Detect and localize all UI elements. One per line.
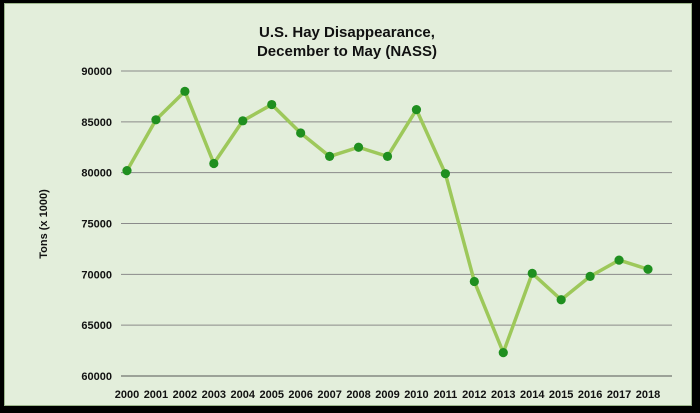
x-tick-label: 2015 [549, 389, 573, 401]
y-tick-label: 85000 [81, 117, 112, 129]
data-point [411, 105, 422, 115]
y-tick-label: 60000 [81, 371, 112, 383]
x-tick-label: 2011 [433, 389, 457, 401]
x-tick-label: 2007 [317, 389, 341, 401]
y-tick-label: 90000 [81, 66, 112, 78]
data-point [122, 166, 132, 176]
x-tick-label: 2006 [288, 389, 312, 401]
x-tick-label: 2009 [375, 389, 399, 401]
y-tick-label: 75000 [81, 219, 112, 231]
x-tick-label: 2000 [115, 389, 139, 401]
data-point [556, 295, 566, 305]
x-tick-label: 2002 [173, 389, 197, 401]
data-point [296, 128, 306, 138]
data-point [614, 255, 624, 265]
chart-panel [4, 3, 692, 406]
data-point [238, 116, 248, 126]
data-point [325, 151, 335, 161]
series-group [122, 86, 653, 358]
x-tick-label: 2003 [202, 389, 226, 401]
data-point [440, 169, 450, 179]
y-tick-label: 65000 [81, 320, 112, 332]
data-point [527, 268, 537, 278]
x-tick-label: 2013 [491, 389, 515, 401]
data-point [180, 86, 190, 96]
x-tick-label: 2017 [607, 389, 631, 401]
data-point [267, 99, 277, 110]
data-point [469, 276, 479, 287]
data-point [151, 115, 161, 125]
chart-title-line-1: U.S. Hay Disappearance, [259, 24, 435, 41]
y-axis-label: Tons (x 1000) [38, 189, 50, 259]
y-tick-labels: 90000 85000 80000 75000 70000 65000 60000 [81, 66, 112, 383]
x-tick-label: 2012 [462, 389, 486, 401]
data-point [643, 264, 653, 274]
x-tick-label: 2016 [578, 389, 602, 401]
data-point [498, 348, 508, 358]
chart-title-line-2: December to May (NASS) [257, 43, 437, 60]
x-tick-label: 2018 [636, 389, 660, 401]
x-tick-label: 2001 [144, 389, 168, 401]
series-line [125, 89, 649, 355]
x-tick-label: 2010 [404, 389, 428, 401]
x-tick-label: 2005 [259, 389, 283, 401]
x-tick-label: 2004 [231, 389, 256, 401]
y-tick-label: 80000 [81, 168, 112, 180]
x-tick-labels: 2000 2001 2002 2003 2004 2005 2006 2007 2008 2009… [115, 389, 660, 401]
x-tick-label: 2014 [520, 389, 545, 401]
data-point [209, 158, 219, 169]
y-tick-label: 70000 [81, 269, 112, 281]
data-point [585, 271, 595, 281]
data-point [382, 151, 393, 161]
gridlines [121, 70, 672, 377]
data-point [353, 142, 364, 152]
x-tick-label: 2008 [346, 389, 370, 401]
